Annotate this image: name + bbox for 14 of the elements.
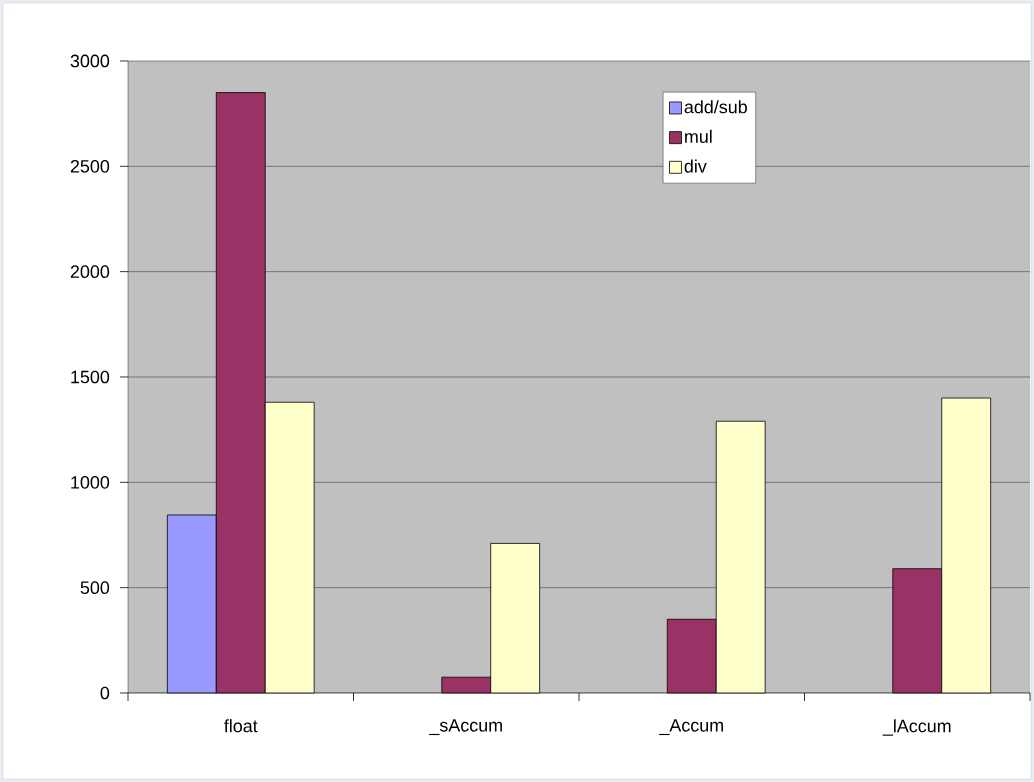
y-tick-label: 2500 <box>70 159 110 173</box>
y-tick-label: 2000 <box>70 265 110 278</box>
x-tick-label: _lAccum <box>882 719 951 736</box>
legend-label: div <box>684 159 707 173</box>
x-tick-label: float <box>224 719 258 733</box>
x-tick-label: _sAccum <box>429 719 502 736</box>
legend-label: add/sub <box>684 100 747 114</box>
y-tick-label: 0 <box>100 686 110 700</box>
y-tick-label: 3000 <box>70 54 110 68</box>
x-tick-label: _Accum <box>659 719 723 736</box>
legend-label: mul <box>685 129 712 143</box>
y-tick-label: 1500 <box>71 370 110 384</box>
y-tick-label: 1000 <box>71 475 110 489</box>
y-tick-label: 500 <box>80 581 110 594</box>
